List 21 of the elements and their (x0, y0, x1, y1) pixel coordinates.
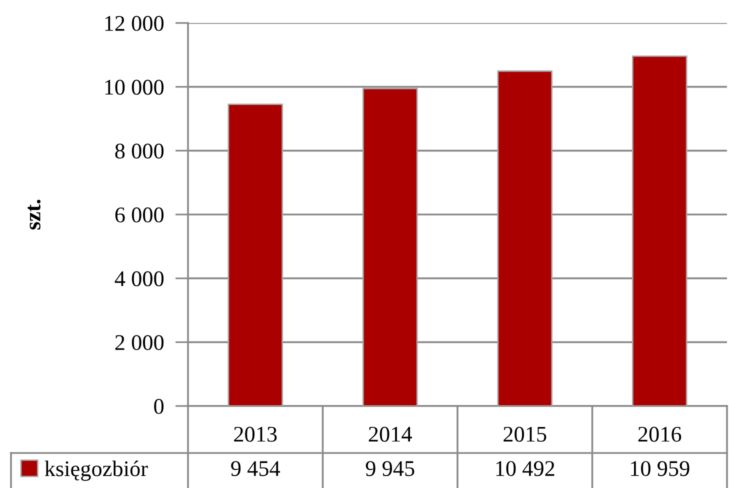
y-tick-label: 12 000 (105, 16, 164, 31)
y-tick-label: 4 000 (114, 271, 164, 286)
data-label: 10 959 (631, 461, 690, 476)
bar (497, 70, 553, 406)
data-label: 9 945 (366, 461, 414, 476)
y-tick-label: 2 000 (115, 335, 164, 350)
y-tick-label: 10 000 (105, 80, 164, 95)
bar (228, 104, 284, 406)
y-tick-label: 8 000 (115, 144, 164, 159)
y-axis-title: szt. (28, 200, 41, 230)
x-tick-label: 2016 (638, 426, 682, 442)
y-tick-label: 0 (154, 398, 164, 414)
bar (362, 88, 418, 406)
data-label: 10 492 (496, 461, 554, 476)
data-label: 9 454 (231, 461, 280, 476)
x-tick-label: 2014 (368, 426, 412, 442)
bar (632, 56, 688, 406)
legend-label: księgozbiór (44, 460, 148, 481)
y-tick-label: 6 000 (115, 207, 164, 222)
x-tick-label: 2013 (234, 426, 277, 442)
x-tick-label: 2015 (504, 426, 546, 442)
